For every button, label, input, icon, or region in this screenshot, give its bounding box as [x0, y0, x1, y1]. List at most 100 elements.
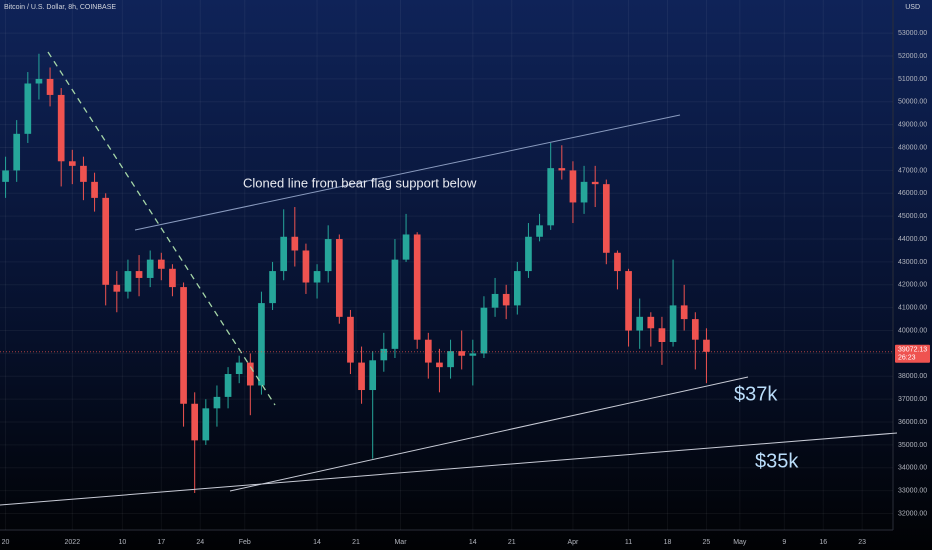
candle-body: [246, 362, 254, 386]
candle-body: [602, 184, 610, 253]
candle-body: [180, 287, 187, 404]
candle-body: [46, 78, 54, 95]
x-tick-label: 10: [118, 539, 126, 546]
candle-body: [335, 239, 343, 317]
y-tick-label: 42000.00: [898, 282, 927, 289]
candle-body: [24, 83, 32, 134]
x-tick-label: 16: [819, 539, 827, 546]
candle-body: [68, 161, 76, 166]
y-tick-label: 38000.00: [898, 373, 927, 380]
y-tick-label: 34000.00: [898, 465, 927, 472]
annotation: $35k: [755, 450, 799, 472]
x-tick-label: 24: [196, 539, 204, 546]
candle-body: [491, 293, 499, 308]
trend-line: [47, 51, 276, 406]
candle-body: [436, 362, 443, 368]
candle-body: [102, 197, 110, 285]
candle-body: [280, 236, 288, 272]
trend-line: [229, 376, 749, 492]
candle-body: [525, 236, 532, 272]
y-tick-label: 52000.00: [898, 53, 927, 60]
candle-body: [113, 284, 121, 292]
candle-body: [324, 239, 332, 272]
x-tick-label: 25: [703, 539, 711, 546]
candle-body: [124, 271, 132, 292]
candle-body: [291, 236, 299, 251]
candle-body: [269, 271, 276, 304]
candle-body: [636, 316, 644, 331]
candles: [2, 53, 710, 493]
x-tick-label: Mar: [394, 539, 407, 546]
candle-body: [169, 268, 176, 288]
candle-body: [13, 133, 21, 171]
candle-body: [57, 94, 65, 162]
candle-body: [213, 396, 221, 409]
candle-body: [536, 225, 543, 237]
candle-body: [135, 271, 143, 278]
annotation: Cloned line from bear flag support below: [243, 175, 477, 190]
candle-body: [614, 252, 621, 272]
candle-body: [402, 234, 410, 260]
candle-body: [703, 339, 710, 352]
candle-body: [347, 316, 354, 363]
candle-body: [146, 259, 154, 278]
axes: 32000.00 33000.00 34000.00 35000.00 36000.00…: [0, 30, 930, 546]
y-tick-label: 51000.00: [898, 76, 927, 83]
candle-body: [625, 271, 632, 331]
y-tick-label: 33000.00: [898, 488, 927, 495]
y-tick-label: 40000.00: [898, 327, 927, 334]
candle-body: [424, 339, 432, 363]
candle-body: [580, 181, 588, 203]
candle-body: [2, 170, 9, 182]
candle-body: [513, 271, 521, 306]
candle-body: [224, 374, 232, 397]
candle-body: [591, 181, 599, 185]
candle-body: [369, 360, 377, 391]
candle-body: [647, 316, 655, 329]
x-tick-label: Feb: [239, 539, 251, 546]
y-tick-label: 35000.00: [898, 442, 927, 449]
candle-body: [313, 271, 321, 283]
x-tick-label: 23: [858, 539, 866, 546]
x-tick-label: 14: [313, 539, 321, 546]
candle-body: [380, 348, 388, 361]
candle-body: [480, 307, 488, 354]
candle-body: [469, 353, 477, 356]
y-tick-label: 44000.00: [898, 236, 927, 243]
candle-body: [157, 259, 165, 269]
candle-body: [413, 234, 421, 340]
y-tick-label: 41000.00: [898, 305, 927, 312]
candle-body: [669, 305, 677, 342]
y-tick-label: 36000.00: [898, 419, 927, 426]
last-price-box: [895, 344, 930, 363]
x-tick-label: 11: [625, 539, 632, 546]
candle-body: [680, 305, 688, 320]
x-tick-label: Apr: [567, 539, 579, 546]
y-tick-label: 49000.00: [898, 122, 927, 129]
candle-body: [202, 408, 210, 441]
candle-body: [447, 351, 454, 368]
candle-body: [191, 403, 199, 441]
y-tick-label: 45000.00: [898, 213, 927, 220]
y-tick-label: 48000.00: [898, 144, 927, 151]
candle-body: [502, 293, 510, 306]
x-tick-label: 18: [664, 539, 672, 546]
y-tick-label: 50000.00: [898, 99, 927, 106]
last-price-label: 39072.13: [898, 347, 927, 354]
candle-body: [358, 362, 365, 391]
candle-body: [258, 303, 265, 386]
x-tick-label: 17: [157, 539, 165, 546]
candle-body: [569, 170, 577, 203]
y-tick-label: 46000.00: [898, 190, 927, 197]
x-tick-label: 14: [469, 539, 477, 546]
candle-body: [35, 78, 43, 84]
annotation: $37k: [734, 383, 778, 405]
candle-body: [80, 165, 87, 182]
y-tick-label: 37000.00: [898, 396, 927, 403]
y-tick-label: 53000.00: [898, 30, 927, 37]
candle-body: [691, 319, 699, 340]
drawings: [0, 51, 898, 506]
candle-body: [235, 362, 243, 375]
candle-body: [458, 351, 466, 356]
